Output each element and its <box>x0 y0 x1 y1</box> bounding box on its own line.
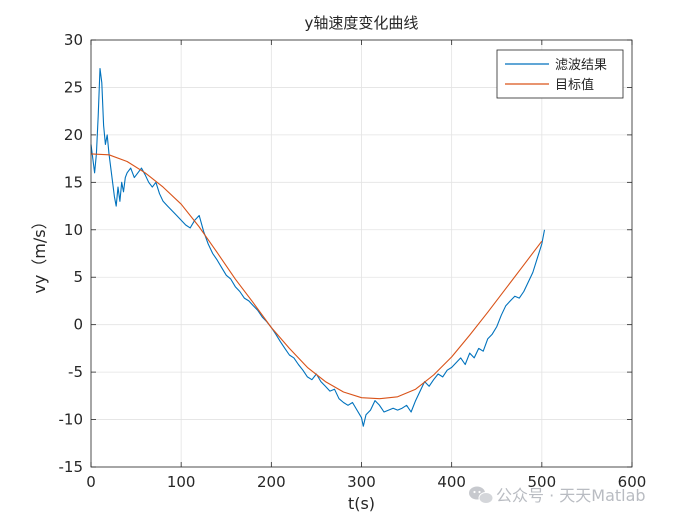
legend-label-1: 滤波结果 <box>555 58 607 73</box>
y-tick-label: 5 <box>73 268 83 286</box>
y-tick-label: 30 <box>64 31 83 49</box>
y-tick-label: 25 <box>64 78 83 96</box>
series-layer <box>90 67 546 427</box>
watermark: 公众号 · 天天Matlab <box>469 486 646 505</box>
x-tick-label: 400 <box>437 473 466 491</box>
x-tick-label: 600 <box>618 473 647 491</box>
x-tick-label: 300 <box>347 473 376 491</box>
series-line-1 <box>90 67 546 427</box>
y-tick-label: 20 <box>64 126 83 144</box>
x-axis-label: t(s) <box>348 494 375 513</box>
legend-box <box>496 49 624 99</box>
wechat-icon <box>469 486 494 504</box>
x-tick-label: 0 <box>86 473 96 491</box>
x-tick-label: 500 <box>528 473 557 491</box>
y-tick-label: 0 <box>73 316 83 334</box>
watermark-text: 公众号 · 天天Matlab <box>496 486 646 505</box>
y-tick-label: -15 <box>59 458 84 476</box>
chart-title: y轴速度变化曲线 <box>305 14 419 32</box>
y-axis-label: vy（m/s） <box>30 213 49 293</box>
x-tick-label: 200 <box>257 473 286 491</box>
legend-label-2: 目标值 <box>555 77 594 93</box>
axis-ticks: 0 100 200 300 400 500 600 -15 -10 -5 0 5 10 15 20 25 30 <box>59 31 647 491</box>
y-tick-label: 15 <box>64 173 83 191</box>
x-tick-label: 100 <box>167 473 196 491</box>
y-tick-label: -5 <box>68 363 83 381</box>
series-line-2 <box>90 153 543 400</box>
y-tick-label: 10 <box>64 221 83 239</box>
y-tick-label: -10 <box>59 411 84 429</box>
